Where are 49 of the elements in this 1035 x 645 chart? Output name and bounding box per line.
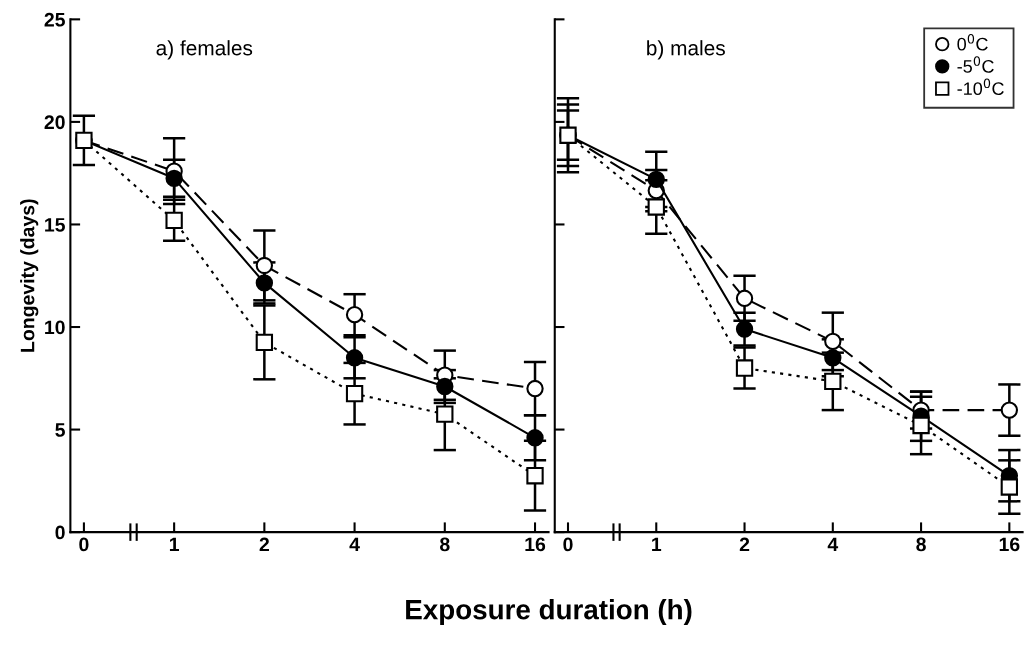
x-tick-label: 2	[739, 537, 750, 552]
point	[255, 333, 274, 352]
point	[526, 429, 544, 447]
x-tick-label: 1	[169, 537, 179, 552]
x-tick-label: 8	[440, 537, 450, 552]
y-tick-label: 25	[44, 12, 65, 27]
point	[436, 405, 454, 423]
x-tick-label: 16	[999, 537, 1020, 552]
x-tick-label: 0	[79, 537, 89, 552]
point	[912, 416, 930, 435]
y-tick-label: 15	[45, 218, 65, 232]
point	[647, 198, 665, 216]
y-tick-label: 0	[55, 525, 65, 540]
point	[735, 320, 754, 338]
legend-label: 0$^{0}$C	[957, 34, 988, 51]
point	[436, 377, 454, 396]
point	[255, 256, 274, 275]
x-tick-label: 1	[652, 537, 662, 552]
x-axis-title: Exposure duration (h)	[406, 599, 692, 625]
point	[1000, 401, 1019, 419]
point	[824, 349, 842, 367]
x-tick-label: 4	[827, 537, 839, 552]
y-tick-label: 10	[45, 320, 65, 335]
point	[526, 467, 544, 485]
legend-label: -5$^{0}$C	[957, 56, 994, 73]
point	[735, 289, 754, 307]
text: a) females	[156, 40, 253, 60]
point	[526, 379, 544, 398]
point	[255, 274, 274, 292]
x-tick-label: 4	[349, 537, 360, 552]
point	[345, 349, 364, 367]
point	[345, 385, 364, 403]
point	[735, 359, 754, 377]
x-tick-label: 8	[916, 537, 926, 552]
legend-label: -10$^{0}$C	[957, 78, 1004, 96]
point	[1000, 478, 1019, 496]
x-tick-label: 0	[563, 537, 573, 552]
text: b) males	[647, 40, 725, 60]
point	[165, 169, 183, 187]
y-tick-label: 5	[55, 423, 65, 437]
point	[824, 332, 842, 351]
y-axis-title: Longevity (days)	[20, 199, 39, 352]
y-tick-label: 20	[44, 115, 65, 130]
x-tick-label: 16	[525, 537, 546, 552]
x-tick-label: 2	[259, 537, 269, 552]
point	[165, 211, 183, 230]
point	[647, 170, 665, 189]
point	[345, 306, 364, 324]
point	[824, 372, 842, 391]
